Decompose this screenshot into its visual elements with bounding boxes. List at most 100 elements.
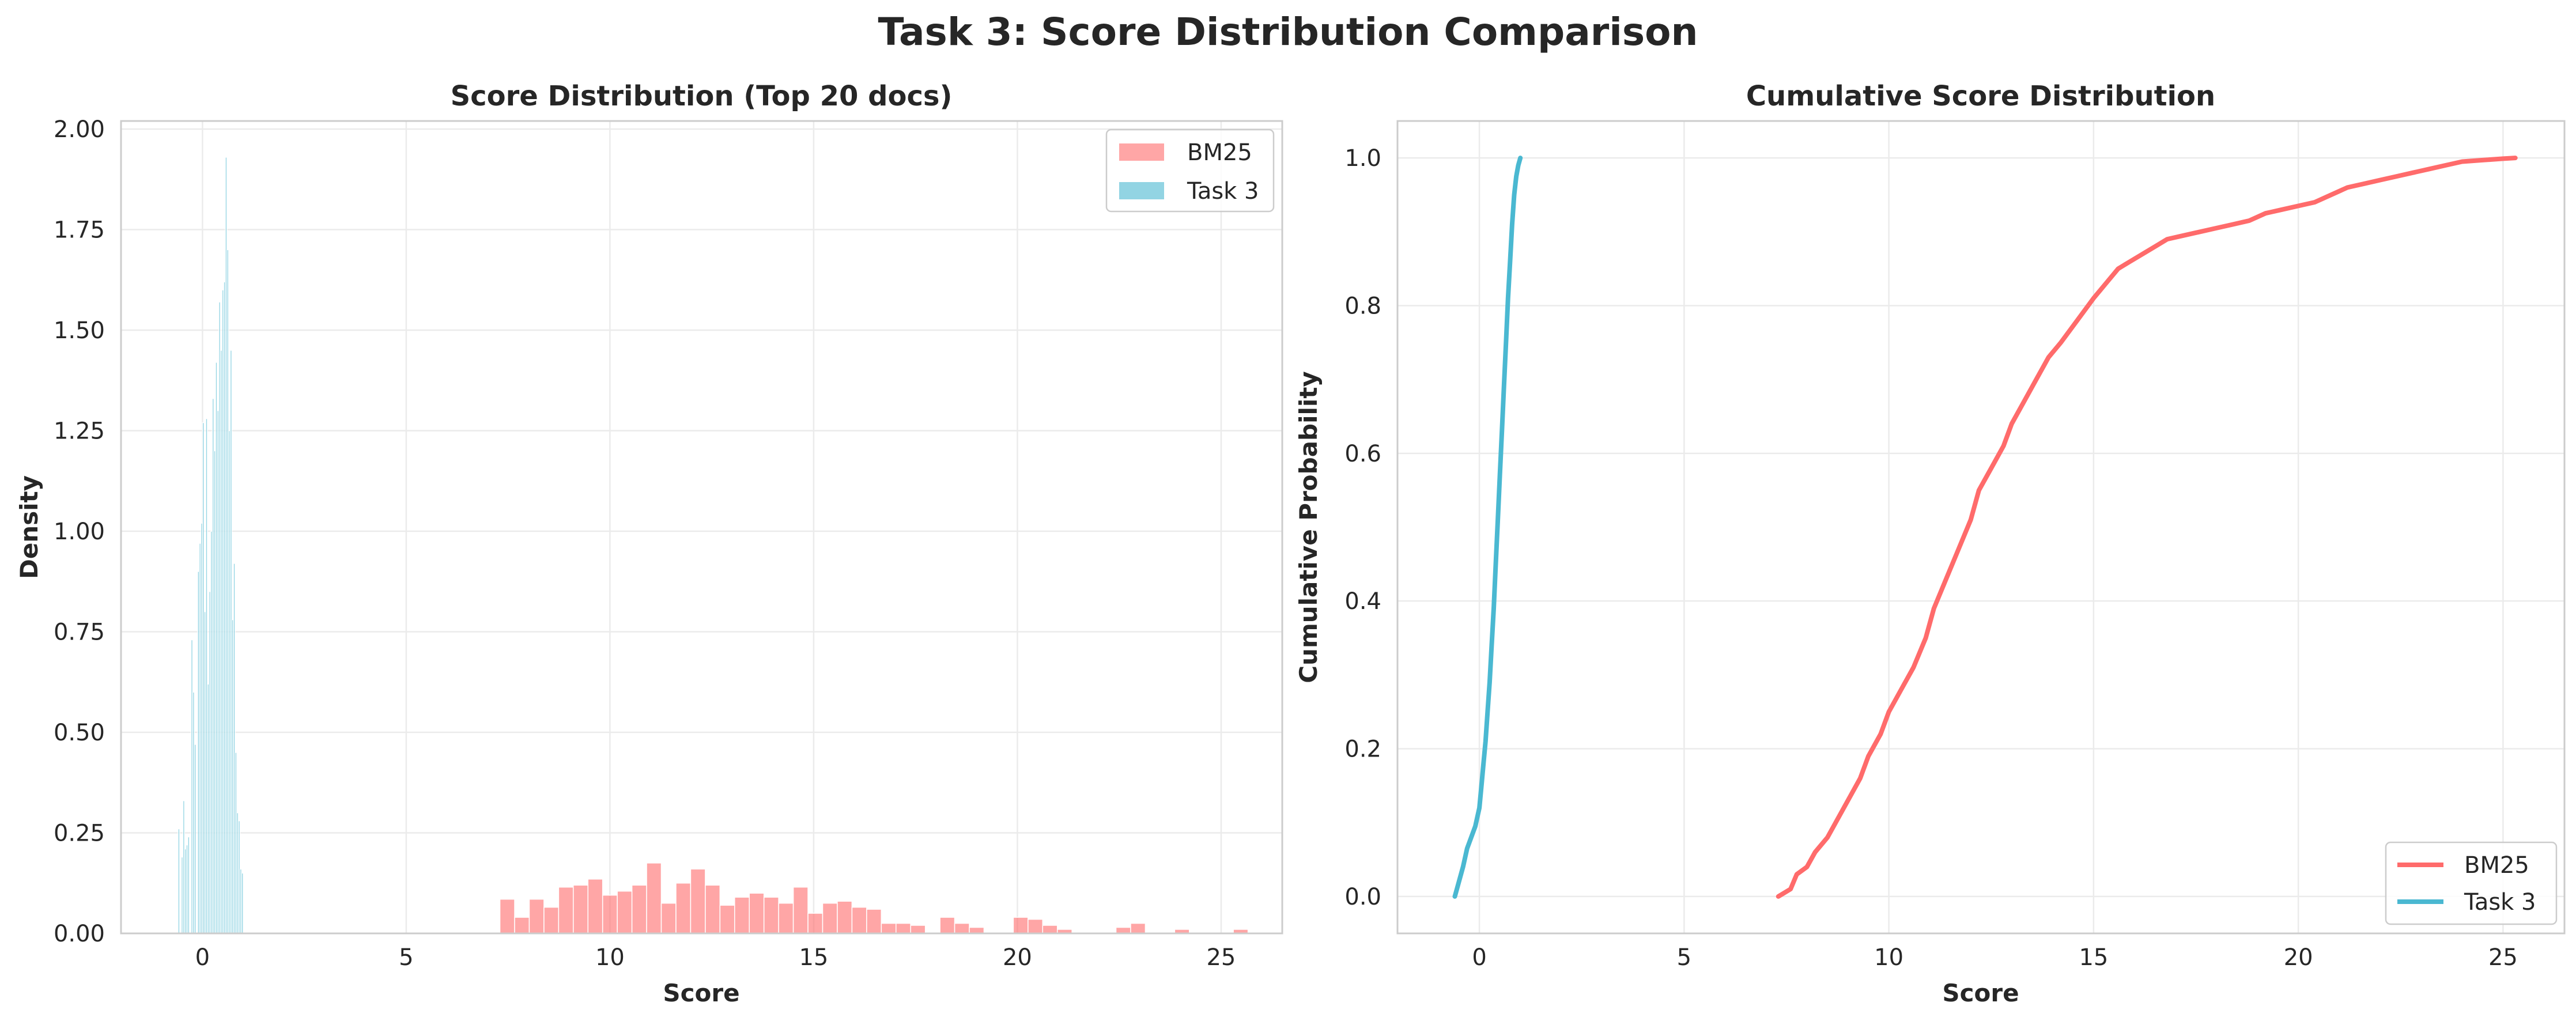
histogram-y-tick-label: 1.25: [54, 418, 105, 444]
histogram-bar-task3: [187, 836, 190, 934]
histogram-bars: [177, 157, 1249, 934]
histogram-x-tick-label: 5: [399, 944, 413, 971]
cumulative-line-bm25: [1776, 156, 2518, 899]
histogram-bar-bm25: [543, 906, 560, 934]
histogram-bar-bm25: [939, 917, 955, 934]
cumulative-lines: [1452, 156, 2518, 899]
histogram-bar-bm25: [895, 922, 911, 934]
histogram-frame: [120, 120, 1283, 935]
cumulative-legend-label-bm25: BM25: [2464, 852, 2529, 879]
histogram-bar-bm25: [866, 909, 882, 934]
histogram-bar-bm25: [1042, 925, 1058, 934]
histogram-legend-swatch-task3: [1119, 182, 1164, 199]
histogram-legend-label-bm25: BM25: [1187, 139, 1252, 166]
histogram-bar-bm25: [763, 897, 779, 934]
histogram-bar-bm25: [499, 898, 515, 934]
histogram-y-tick-label: 0.00: [54, 921, 105, 947]
histogram-bar-bm25: [969, 926, 985, 934]
cumulative-legend: BM25 Task 3: [2385, 841, 2558, 925]
histogram-bar-bm25: [573, 884, 588, 934]
histogram-bar-bm25: [778, 902, 794, 934]
histogram-bar-bm25: [587, 879, 603, 934]
histogram-x-tick-label: 10: [595, 944, 625, 971]
histogram-bar-bm25: [749, 892, 765, 934]
cumulative-y-tick-label: 0.8: [1344, 293, 1381, 319]
histogram-bar-bm25: [851, 906, 867, 934]
cumulative-x-tick-label: 20: [2284, 944, 2313, 971]
histogram-y-tick-label: 1.75: [54, 217, 105, 243]
histogram-bar-bm25: [558, 886, 574, 934]
histogram-bar-bm25: [881, 922, 897, 934]
histogram-bar-bm25: [602, 894, 618, 934]
cumulative-x-tick-label: 25: [2488, 944, 2518, 971]
histogram-bar-bm25: [1130, 922, 1146, 934]
histogram-x-axis-label: Score: [663, 979, 739, 1007]
histogram-legend-label-task3: Task 3: [1187, 178, 1259, 205]
histogram-x-tick-label: 0: [195, 944, 210, 971]
histogram-y-tick-label: 1.50: [54, 317, 105, 344]
histogram-bar-bm25: [617, 890, 633, 934]
cumulative-x-tick-label: 10: [1874, 944, 1903, 971]
cumulative-x-axis-label: Score: [1942, 979, 2019, 1007]
cumulative-x-ticks: 0 5 10 15 20 25: [1472, 944, 2517, 971]
histogram-bar-bm25: [705, 884, 721, 934]
cumulative-y-tick-label: 0.4: [1344, 588, 1381, 615]
histogram-bar-bm25: [675, 882, 692, 934]
cumulative-y-tick-label: 0.2: [1344, 736, 1381, 763]
histogram-x-tick-label: 25: [1206, 944, 1236, 971]
histogram-y-tick-label: 0.50: [54, 720, 105, 746]
histogram-y-tick-label: 2.00: [54, 116, 105, 143]
histogram-legend: BM25 Task 3: [1105, 128, 1275, 213]
cumulative-plot-area: [1397, 121, 2564, 933]
histogram-bar-bm25: [719, 905, 735, 934]
cumulative-frame: [1396, 120, 2566, 935]
cumulative-x-tick-label: 5: [1677, 944, 1691, 971]
histogram-bar-bm25: [528, 898, 545, 934]
histogram-bar-bm25: [954, 922, 970, 934]
histogram-x-tick-label: 20: [1003, 944, 1032, 971]
figure-title: Task 3: Score Distribution Comparison: [878, 10, 1698, 54]
histogram-bar-bm25: [734, 897, 750, 934]
histogram-bar-task3: [177, 828, 180, 934]
histogram-grid: [121, 121, 1282, 935]
cumulative-x-tick-label: 0: [1472, 944, 1486, 971]
cumulative-title: Cumulative Score Distribution: [1746, 80, 2215, 112]
histogram-bar-bm25: [1115, 926, 1131, 934]
histogram-x-ticks: 0 5 10 15 20 25: [195, 944, 1236, 971]
cumulative-y-tick-label: 1.0: [1344, 145, 1381, 172]
histogram-x-tick-label: 15: [799, 944, 828, 971]
histogram-y-tick-label: 1.00: [54, 519, 105, 545]
histogram-plot-area: [121, 121, 1282, 933]
cumulative-panel: 0 5 10 15 20 25 0.0 0.2 0.4 0.6 0.8 1.0 Cumulative…: [1294, 80, 2566, 1007]
cumulative-line-task3: [1452, 156, 1523, 899]
histogram-bar-bm25: [1028, 918, 1044, 934]
histogram-bar-bm25: [807, 913, 824, 934]
cumulative-legend-label-task3: Task 3: [2464, 889, 2536, 916]
histogram-y-tick-label: 0.25: [54, 820, 105, 846]
histogram-y-axis-label: Density: [15, 475, 43, 579]
histogram-bar-task3: [194, 744, 197, 934]
histogram-bar-bm25: [910, 925, 926, 934]
histogram-bar-bm25: [822, 902, 838, 934]
histogram-panel: 0 5 10 15 20 25 0.00 0.25 0.50 0.75 1.00 1.25 1.50 1…: [15, 80, 1283, 1007]
histogram-y-tick-label: 0.75: [54, 619, 105, 645]
histogram-bar-bm25: [690, 868, 706, 934]
histogram-bar-bm25: [631, 884, 647, 934]
histogram-bar-bm25: [837, 901, 853, 934]
histogram-bar-bm25: [1013, 917, 1029, 934]
histogram-bar-task3: [241, 872, 244, 934]
cumulative-y-ticks: 0.0 0.2 0.4 0.6 0.8 1.0: [1344, 145, 1381, 910]
histogram-bar-bm25: [514, 917, 530, 934]
cumulative-grid: [1397, 121, 2564, 933]
histogram-title: Score Distribution (Top 20 docs): [451, 80, 953, 112]
histogram-bar-bm25: [646, 863, 662, 934]
histogram-bar-bm25: [792, 886, 809, 934]
histogram-y-ticks: 0.00 0.25 0.50 0.75 1.00 1.25 1.50 1.75 2.00: [54, 116, 105, 947]
cumulative-x-tick-label: 15: [2079, 944, 2108, 971]
cumulative-y-tick-label: 0.0: [1344, 884, 1381, 910]
histogram-legend-swatch-bm25: [1119, 143, 1164, 161]
cumulative-y-tick-label: 0.6: [1344, 441, 1381, 467]
histogram-bar-bm25: [660, 902, 677, 934]
cumulative-y-axis-label: Cumulative Probability: [1294, 371, 1323, 683]
